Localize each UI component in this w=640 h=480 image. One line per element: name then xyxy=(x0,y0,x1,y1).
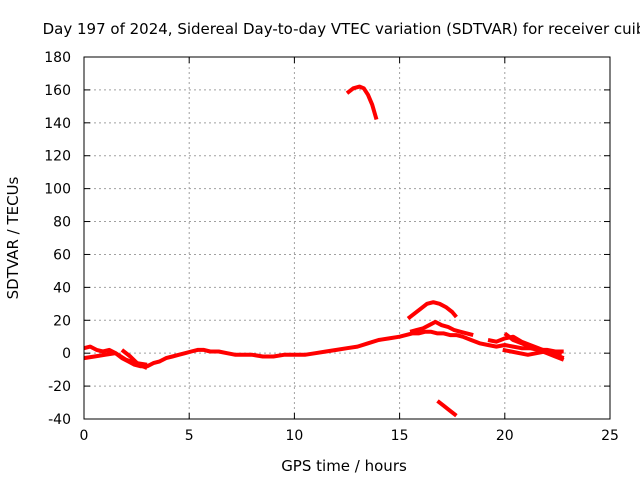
series-line-trace-g xyxy=(503,331,565,362)
series-line-high-arc xyxy=(345,84,379,121)
y-tick-label: 180 xyxy=(44,50,71,66)
x-tick-label: 25 xyxy=(601,428,619,444)
y-tick-label: 100 xyxy=(44,182,71,198)
y-tick-label: 140 xyxy=(44,116,71,132)
x-tick-labels: 0 5 10 15 20 25 xyxy=(80,428,619,444)
chart-title: Day 197 of 2024, Sidereal Day-to-day VTE… xyxy=(43,20,640,38)
series-line-trace-c xyxy=(120,348,148,370)
series-line-low-segment xyxy=(436,399,458,418)
series-line-mid-arc xyxy=(406,300,458,321)
y-tick-label: 120 xyxy=(44,149,71,165)
series-line-main-trace xyxy=(83,329,564,369)
y-tick-label: 60 xyxy=(53,247,71,263)
grid xyxy=(84,57,610,419)
x-tick-label: 0 xyxy=(80,428,89,444)
y-tick-label: -20 xyxy=(48,379,71,395)
y-tick-label: -40 xyxy=(48,412,71,428)
y-tick-labels: -40 -20 0 20 40 60 80 100 120 140 160 180 xyxy=(44,50,71,428)
y-tick-label: 160 xyxy=(44,83,71,99)
x-tick-label: 10 xyxy=(285,428,303,444)
x-tick-label: 15 xyxy=(391,428,409,444)
series-group xyxy=(83,84,565,418)
series-line-trace-f xyxy=(502,347,562,357)
y-tick-label: 80 xyxy=(53,215,71,231)
ticks xyxy=(83,56,611,420)
plot-frame xyxy=(83,56,611,420)
series-line-trace-d xyxy=(409,319,474,338)
y-tick-label: 20 xyxy=(53,313,71,329)
x-tick-label: 5 xyxy=(185,428,194,444)
x-axis-title: GPS time / hours xyxy=(281,457,407,475)
y-axis-title: SDTVAR / TECUs xyxy=(4,176,22,299)
y-tick-label: 0 xyxy=(62,346,71,362)
y-tick-label: 40 xyxy=(53,280,71,296)
x-tick-label: 20 xyxy=(496,428,514,444)
